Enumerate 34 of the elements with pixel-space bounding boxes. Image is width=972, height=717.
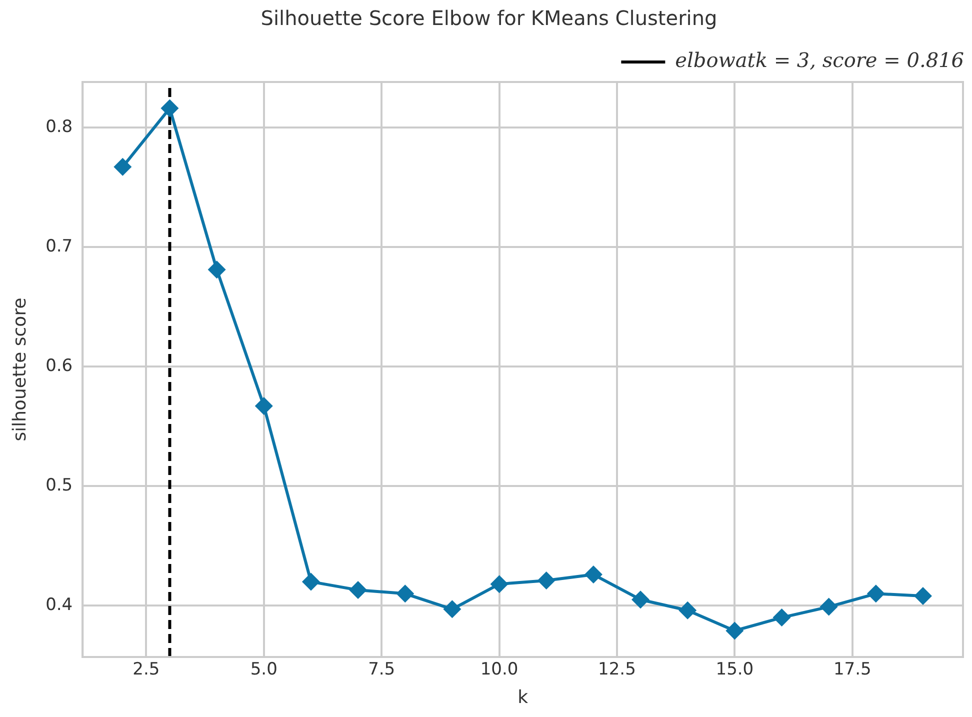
x-tick-label: 7.5 [368, 660, 396, 680]
x-tick-label: 5.0 [250, 660, 278, 680]
point [537, 571, 556, 590]
y-tick-label: 0.4 [46, 595, 73, 616]
point [160, 99, 179, 118]
point [349, 581, 368, 600]
point [302, 572, 320, 591]
point [772, 608, 791, 627]
y-tick-label: 0.7 [46, 236, 73, 256]
point [208, 260, 226, 279]
x-axis-title: k [518, 686, 529, 708]
y-tick-label: 0.5 [46, 475, 73, 496]
point [254, 396, 273, 415]
chart-title: Silhouette Score Elbow for KMeans Clustering [260, 6, 718, 30]
x-tick-label: 10.0 [480, 660, 518, 680]
point [914, 587, 932, 606]
point [490, 575, 508, 594]
point [443, 600, 462, 618]
x-tick-label: 2.5 [132, 660, 160, 680]
y-tick-label: 0.6 [46, 356, 73, 376]
legend-label: elbowatk = 3, score = 0.816 [675, 48, 964, 72]
point [632, 590, 650, 609]
point [114, 158, 132, 176]
y-tick-label: 0.8 [46, 116, 73, 137]
point [396, 584, 414, 603]
point [866, 584, 885, 603]
point [726, 622, 744, 640]
point [678, 601, 697, 620]
point [584, 566, 602, 584]
point [820, 598, 838, 616]
x-tick-label: 17.5 [833, 660, 872, 680]
x-tick-label: 15.0 [716, 660, 754, 680]
y-axis-title: silhouette score [9, 298, 30, 442]
x-tick-label: 12.5 [598, 660, 636, 680]
